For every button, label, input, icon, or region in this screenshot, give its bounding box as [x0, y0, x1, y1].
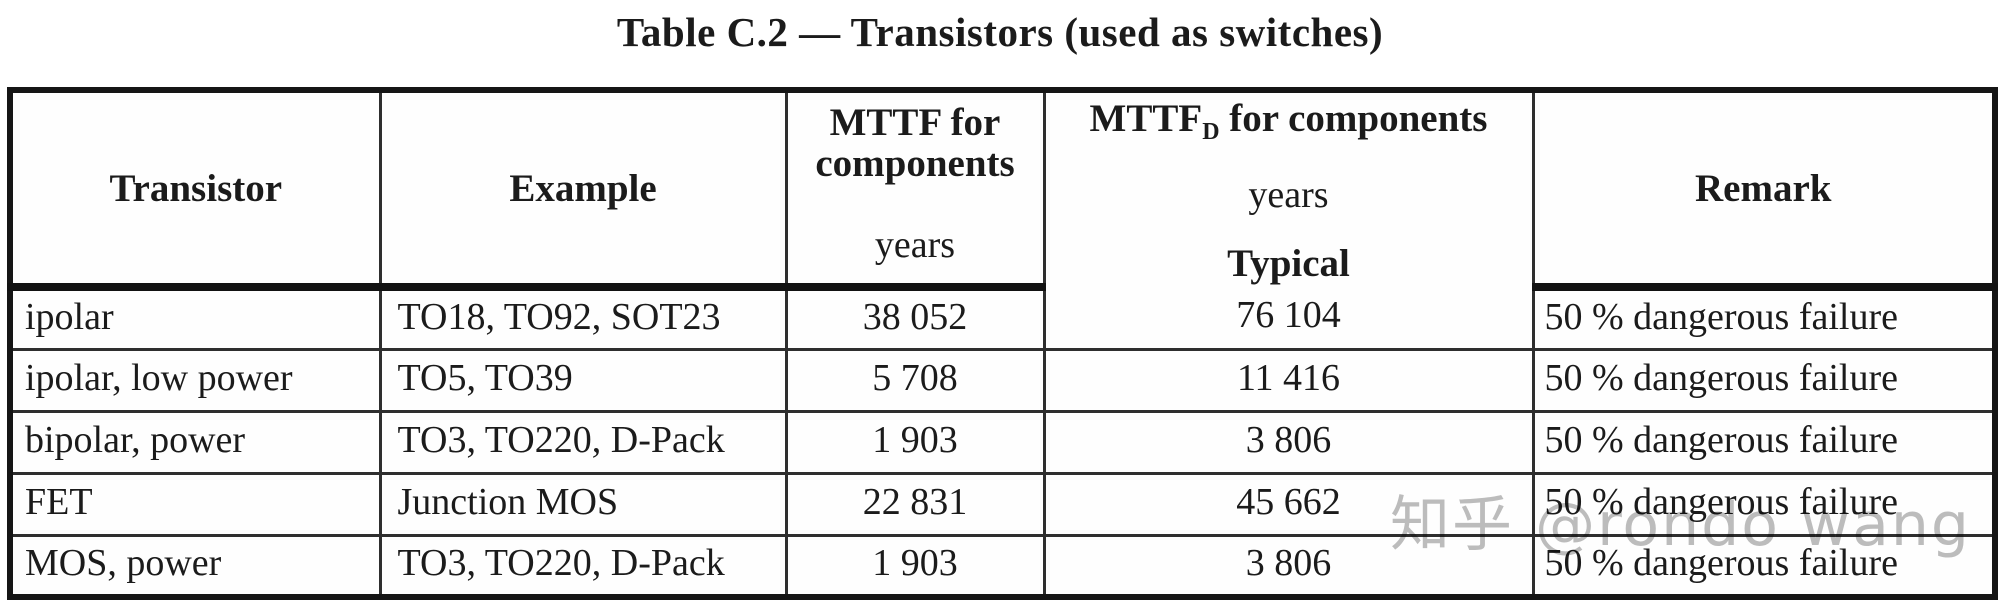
col-header-mttf: MTTF for components years — [784, 88, 1046, 291]
cell-remark: 50 % dangerous failure — [1531, 347, 1997, 413]
cell-mttf-years: 1 903 — [784, 533, 1046, 599]
mttf-header-unit: years — [874, 224, 956, 266]
cell-transistor: MOS, power — [8, 533, 382, 599]
table-row: bipolar, power TO3, TO220, D-Pack 1 903 … — [8, 409, 1997, 475]
cell-remark: 50 % dangerous failure — [1531, 285, 1997, 351]
cell-mttf-years: 1 903 — [784, 409, 1046, 475]
cell-mttf-years: 38 052 — [784, 285, 1046, 351]
mttf-header-stack: MTTF for components years — [789, 93, 1041, 279]
table-row: MOS, power TO3, TO220, D-Pack 1 903 3 80… — [8, 533, 1997, 599]
col-header-remark-label: Remark — [1695, 166, 1832, 210]
cell-transistor: bipolar, power — [8, 409, 382, 475]
cell-mttfd-years: 11 416 — [1042, 347, 1535, 413]
cell-mttfd-years: 45 662 — [1042, 471, 1535, 537]
cell-mttf-years: 22 831 — [784, 471, 1046, 537]
cell-remark: 50 % dangerous failure — [1531, 409, 1997, 475]
cell-example: Junction MOS — [378, 471, 788, 537]
cell-mttfd-years: 3 806 — [1042, 533, 1535, 599]
col-header-example-label: Example — [509, 166, 657, 210]
col-header-transistor-label: Transistor — [109, 166, 283, 210]
col-header-remark: Remark — [1531, 88, 1997, 291]
mttf-header-label: MTTF for components — [815, 101, 1015, 185]
mttfd-subscript: D — [1202, 119, 1220, 145]
mttfd-header-qualifier: Typical — [1227, 242, 1350, 286]
mttfd-header-stack: MTTFD for components years Typical — [1047, 95, 1530, 286]
table-row: FET Junction MOS 22 831 45 662 50 % dang… — [8, 471, 1997, 537]
cell-example: TO3, TO220, D-Pack — [378, 409, 788, 475]
cell-example: TO5, TO39 — [378, 347, 788, 413]
cell-mttf-years: 5 708 — [784, 347, 1046, 413]
cell-transistor: ipolar, low power — [8, 347, 382, 413]
table-title: Table C.2 — Transistors (used as switche… — [616, 9, 1384, 55]
mttfd-header-unit: years — [1248, 173, 1329, 216]
cell-transistor: ipolar — [8, 285, 382, 351]
col-header-transistor: Transistor — [8, 88, 382, 291]
cell-mttfd-years: 76 104 — [1042, 285, 1535, 351]
cell-mttfd-years: 3 806 — [1042, 409, 1535, 475]
table-row: ipolar TO18, TO92, SOT23 38 052 76 104 5… — [8, 285, 1997, 351]
cell-remark: 50 % dangerous failure — [1531, 533, 1997, 599]
header-row: Transistor Example MTTF for components y… — [8, 88, 1997, 291]
cell-example: TO18, TO92, SOT23 — [378, 285, 788, 351]
col-header-mttfd: MTTFD for components years Typical — [1042, 88, 1535, 287]
col-header-example: Example — [378, 88, 788, 291]
mttfd-header-label: MTTFD for components — [1089, 97, 1488, 145]
table-row: ipolar, low power TO5, TO39 5 708 11 416… — [8, 347, 1997, 413]
cell-remark: 50 % dangerous failure — [1531, 471, 1997, 537]
cell-example: TO3, TO220, D-Pack — [378, 533, 788, 599]
transistors-table: Transistor Example MTTF for components y… — [7, 87, 1998, 600]
cell-transistor: FET — [8, 471, 382, 537]
